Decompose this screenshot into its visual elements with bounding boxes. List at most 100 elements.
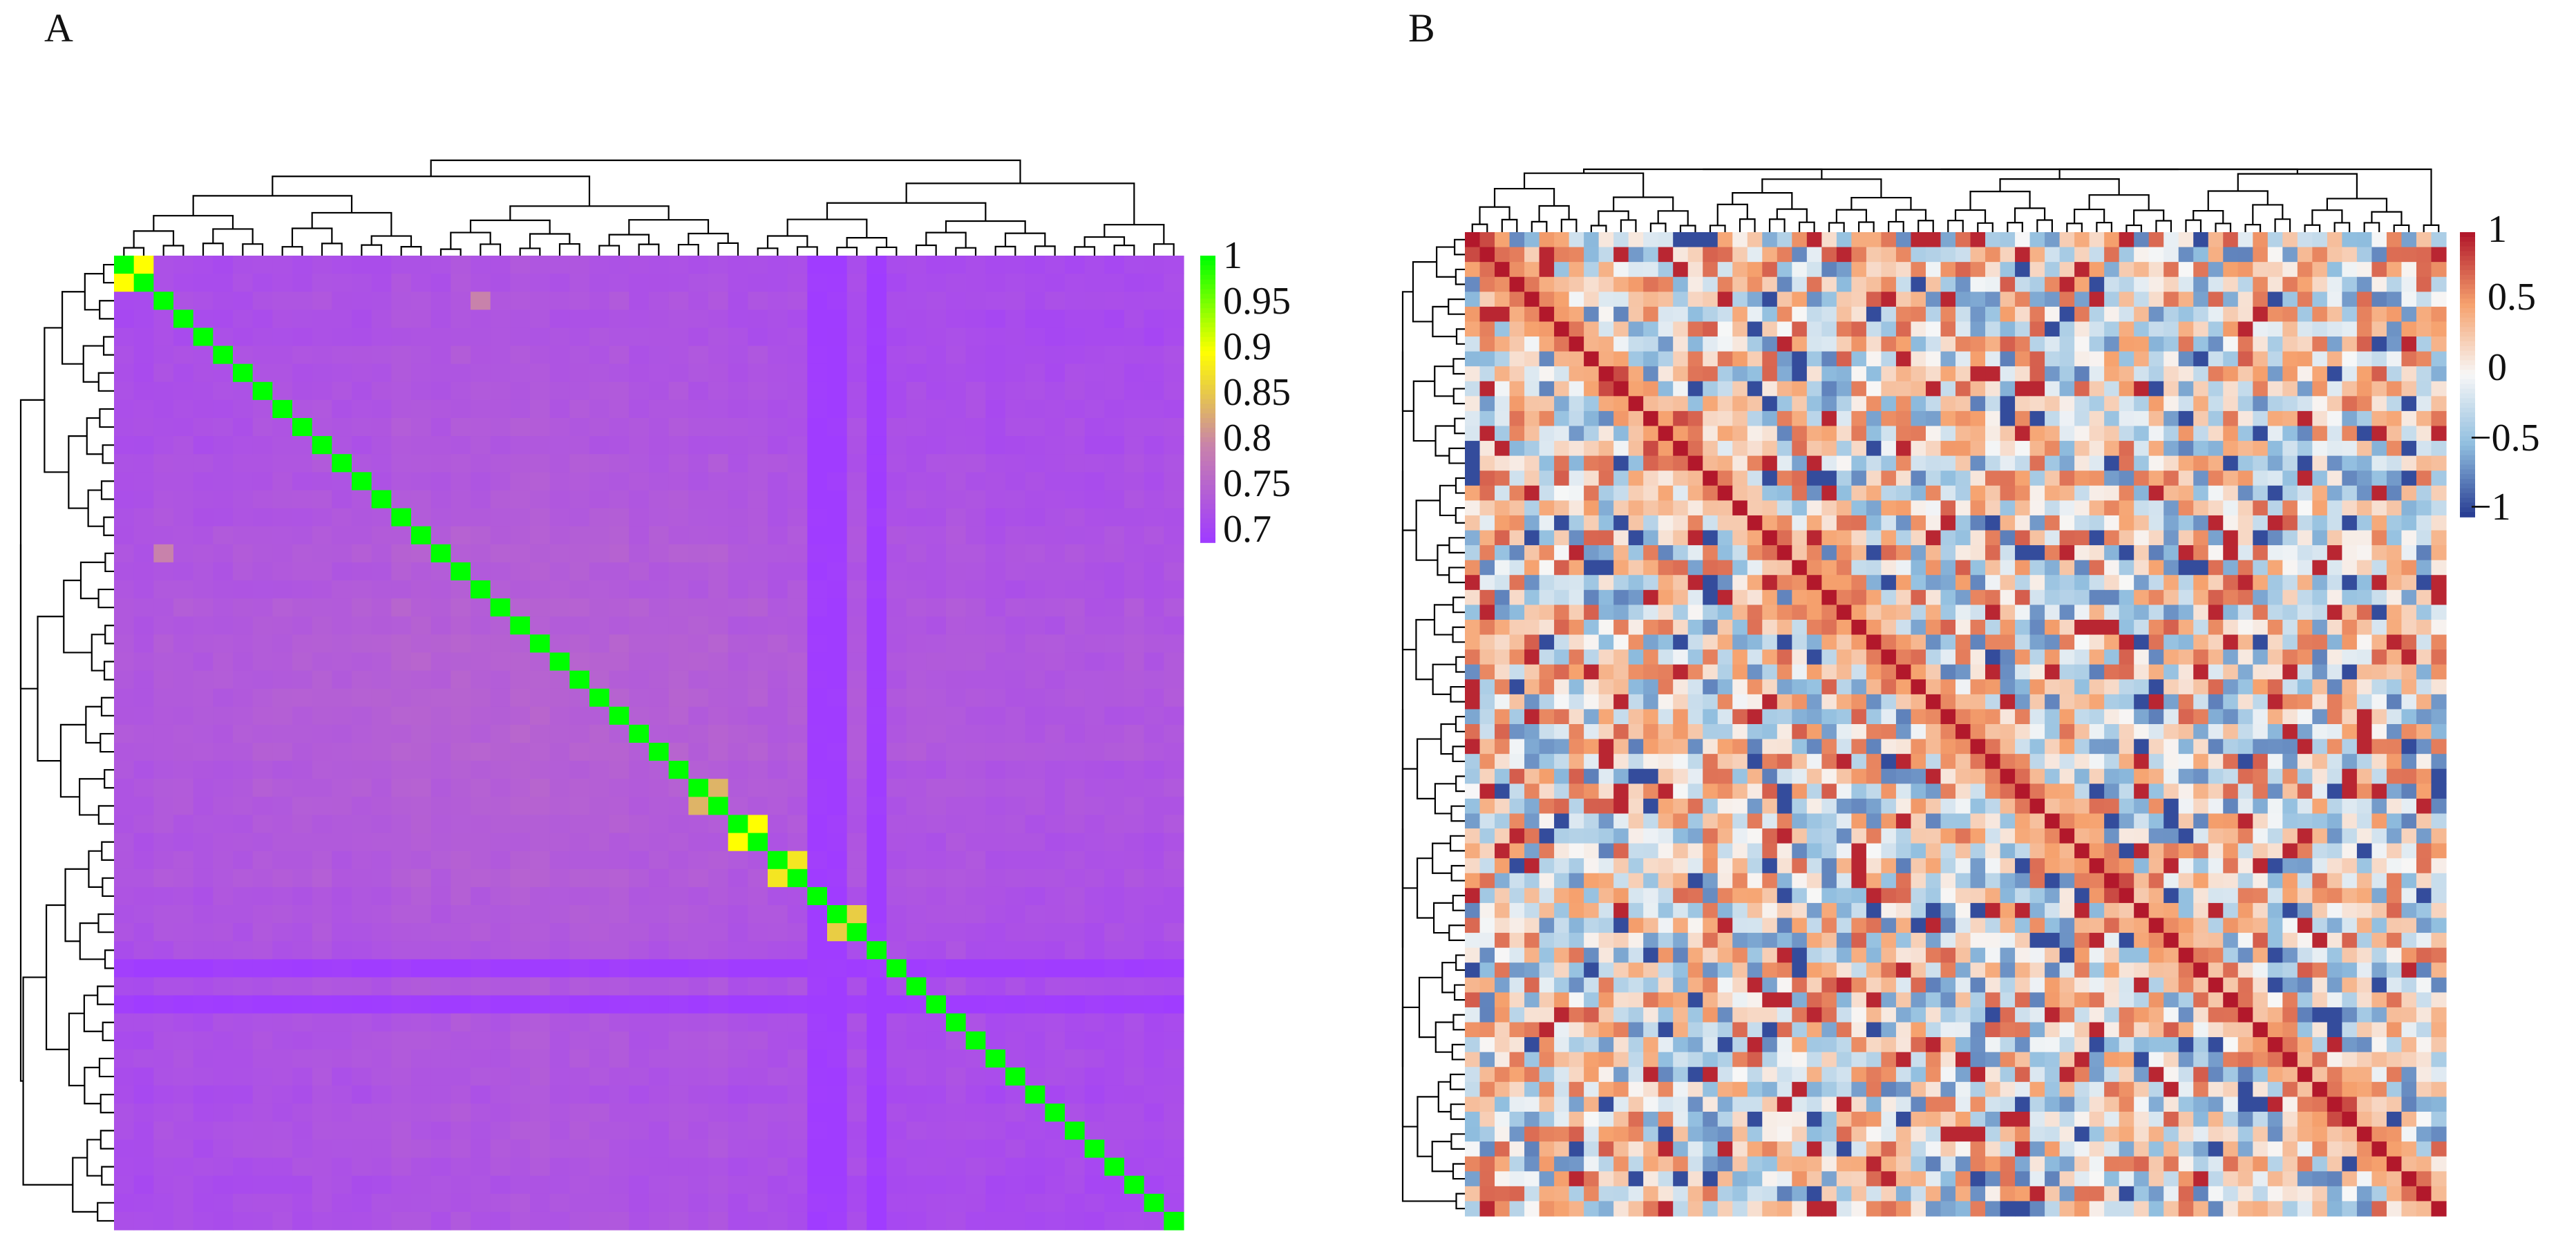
heatmap-cell — [649, 995, 670, 1014]
heatmap-cell — [1940, 441, 1956, 457]
heatmap-cell — [2178, 262, 2194, 278]
heatmap-cell — [1985, 351, 2001, 367]
dendrogram-branch — [272, 175, 591, 207]
heatmap-cell — [411, 418, 432, 437]
heatmap-cell — [926, 959, 947, 978]
heatmap-cell — [1084, 436, 1105, 455]
heatmap-cell — [2267, 560, 2283, 576]
heatmap-diagonal-cell — [451, 562, 471, 581]
heatmap-cell — [153, 706, 174, 725]
heatmap-cell — [1717, 232, 1733, 248]
heatmap-cell — [887, 1013, 907, 1032]
heatmap-cell — [352, 905, 372, 924]
heatmap-cell — [708, 743, 729, 761]
colorbar-segment — [1200, 533, 1215, 538]
heatmap-cell — [1628, 589, 1644, 605]
heatmap-cell — [332, 1121, 352, 1141]
heatmap-cell — [1005, 490, 1026, 509]
heatmap-cell — [2356, 396, 2373, 412]
heatmap-cell — [471, 688, 491, 708]
heatmap-cell — [2416, 321, 2432, 337]
heatmap-cell — [1792, 471, 1808, 486]
heatmap-cell — [2119, 530, 2134, 546]
heatmap-cell — [1045, 454, 1066, 473]
heatmap-cell — [787, 670, 808, 690]
heatmap-cell — [312, 1175, 332, 1195]
heatmap-cell — [668, 472, 689, 491]
heatmap-cell — [133, 256, 154, 274]
heatmap-cell — [946, 652, 967, 672]
heatmap-cell — [1084, 1013, 1105, 1032]
heatmap-cell — [1584, 545, 1600, 561]
heatmap-cell — [629, 616, 650, 635]
heatmap-cell — [391, 490, 412, 509]
heatmap-cell — [589, 652, 610, 672]
heatmap-cell — [748, 598, 768, 617]
heatmap-cell — [708, 1031, 729, 1050]
heatmap-cell — [213, 472, 234, 491]
heatmap-cell — [471, 995, 491, 1014]
heatmap-cell — [629, 1139, 650, 1159]
heatmap-cell — [2416, 306, 2432, 323]
heatmap-cell — [391, 526, 412, 545]
heatmap-cell — [391, 363, 412, 383]
heatmap-cell — [371, 310, 392, 329]
heatmap-cell — [371, 598, 392, 617]
heatmap-cell — [530, 959, 551, 978]
heatmap-cell — [471, 1068, 491, 1086]
heatmap-cell — [2104, 336, 2120, 352]
heatmap-cell — [2312, 381, 2328, 397]
heatmap-cell — [2431, 560, 2447, 576]
heatmap-cell — [787, 815, 808, 834]
heatmap-cell — [391, 292, 412, 310]
heatmap-cell — [1005, 724, 1026, 743]
heatmap-cell — [569, 886, 590, 906]
heatmap-cell — [926, 1103, 947, 1122]
heatmap-cell — [1045, 526, 1066, 545]
heatmap-cell — [1821, 485, 1837, 501]
heatmap-cell — [2223, 292, 2239, 307]
heatmap-cell — [1524, 306, 1540, 323]
heatmap-cell — [1025, 508, 1045, 527]
heatmap-cell — [2178, 605, 2194, 620]
heatmap-cell — [1509, 441, 1525, 457]
heatmap-cell — [430, 833, 451, 852]
heatmap-cell — [411, 274, 432, 292]
heatmap-cell — [985, 761, 1006, 779]
heatmap-cell — [451, 1049, 471, 1068]
heatmap-cell — [530, 743, 551, 761]
heatmap-cell — [292, 580, 313, 599]
heatmap-cell — [1144, 345, 1164, 365]
heatmap-cell — [371, 1193, 392, 1213]
heatmap-cell — [332, 1068, 352, 1086]
heatmap-cell — [153, 399, 174, 419]
heatmap-cell — [173, 616, 194, 635]
heatmap-cell — [589, 1121, 610, 1141]
heatmap-cell — [2089, 232, 2105, 248]
heatmap-cell — [153, 1193, 174, 1213]
heatmap-cell — [1598, 441, 1614, 457]
heatmap-cell — [1164, 472, 1184, 491]
heatmap-cell — [807, 345, 828, 365]
heatmap-cell — [807, 977, 828, 996]
heatmap-cell — [688, 526, 709, 545]
heatmap-cell — [173, 688, 194, 708]
heatmap-cell — [1144, 923, 1164, 942]
heatmap-cell — [292, 310, 313, 329]
heatmap-cell — [1479, 575, 1495, 591]
heatmap-cell — [906, 508, 927, 527]
heatmap-cell — [272, 310, 293, 329]
heatmap-cell — [292, 724, 313, 743]
heatmap-cell — [708, 977, 729, 996]
heatmap-cell — [1005, 1103, 1026, 1122]
heatmap-cell — [609, 418, 629, 437]
heatmap-cell — [846, 616, 867, 635]
heatmap-cell — [2104, 232, 2120, 248]
heatmap-cell — [1045, 923, 1066, 942]
heatmap-cell — [352, 1085, 372, 1104]
heatmap-diagonal-cell — [768, 851, 788, 870]
heatmap-cell — [1045, 941, 1066, 960]
heatmap-cell — [1144, 905, 1164, 924]
heatmap-cell — [1732, 247, 1748, 263]
heatmap-cell — [233, 634, 254, 654]
